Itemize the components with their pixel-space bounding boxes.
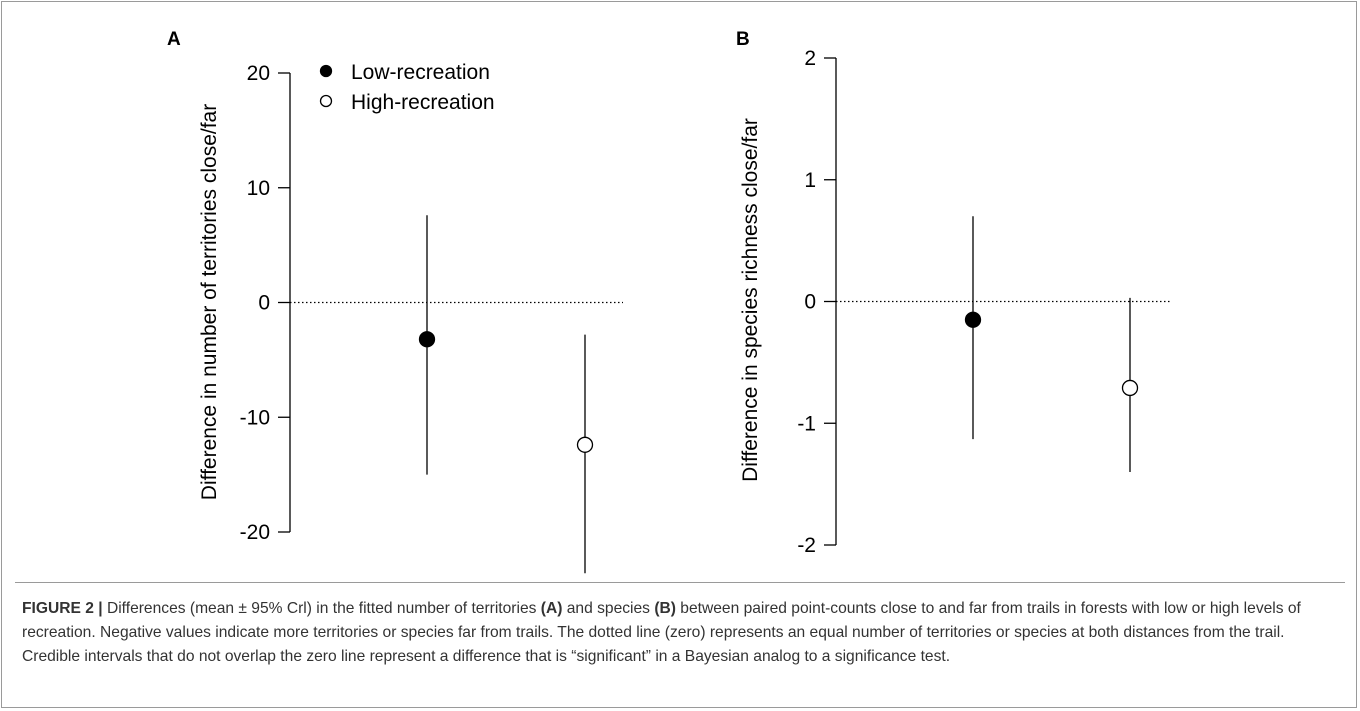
y-tick-label-b: 0 [804,291,816,314]
legend-marker-high [319,94,333,108]
point-high-a [576,436,594,453]
y-tick-label-b: 1 [804,169,816,192]
caption-text-3: between paired point-counts close to and… [22,600,1301,665]
y-tick-label-b: -2 [797,534,816,557]
panel-a: A 20 10 0 -10 -20 Difference in number of terr… [167,29,623,574]
caption-label: FIGURE 2 | [22,600,103,617]
legend: Low-recreation High-recreation [319,61,495,114]
legend-label-low: Low-recreation [351,61,490,84]
panel-letter-a: A [167,29,181,50]
y-axis-title-b: Difference in species richness close/far [739,118,762,482]
panel-b: B 2 1 0 -1 -2 Difference in species richness c… [736,29,1172,557]
panel-letter-b: B [736,29,750,50]
y-tick-label-a: 10 [247,177,270,200]
point-low-b [964,311,982,328]
caption-box [15,582,1345,695]
caption-panel-b-ref: (B) [654,600,676,617]
y-tick-label-b: 2 [804,47,816,70]
y-tick-label-a: 0 [258,292,270,315]
caption-panel-a-ref: (A) [540,600,563,617]
point-high-b [1121,379,1139,397]
point-low-a [418,331,436,348]
figure-caption: FIGURE 2 | Differences (mean ± 95% Crl) … [22,597,1340,669]
y-tick-label-a: -20 [240,521,270,544]
legend-marker-low [319,64,333,78]
caption-text-2: and species [562,600,655,617]
y-axis-title-a: Difference in number of territories clos… [198,104,221,500]
y-tick-label-a: -10 [240,406,270,429]
y-tick-label-a: 20 [247,62,270,85]
legend-label-high: High-recreation [351,91,495,114]
caption-text-1: Differences (mean ± 95% Crl) in the fitt… [102,600,541,617]
y-tick-label-b: -1 [797,412,816,435]
